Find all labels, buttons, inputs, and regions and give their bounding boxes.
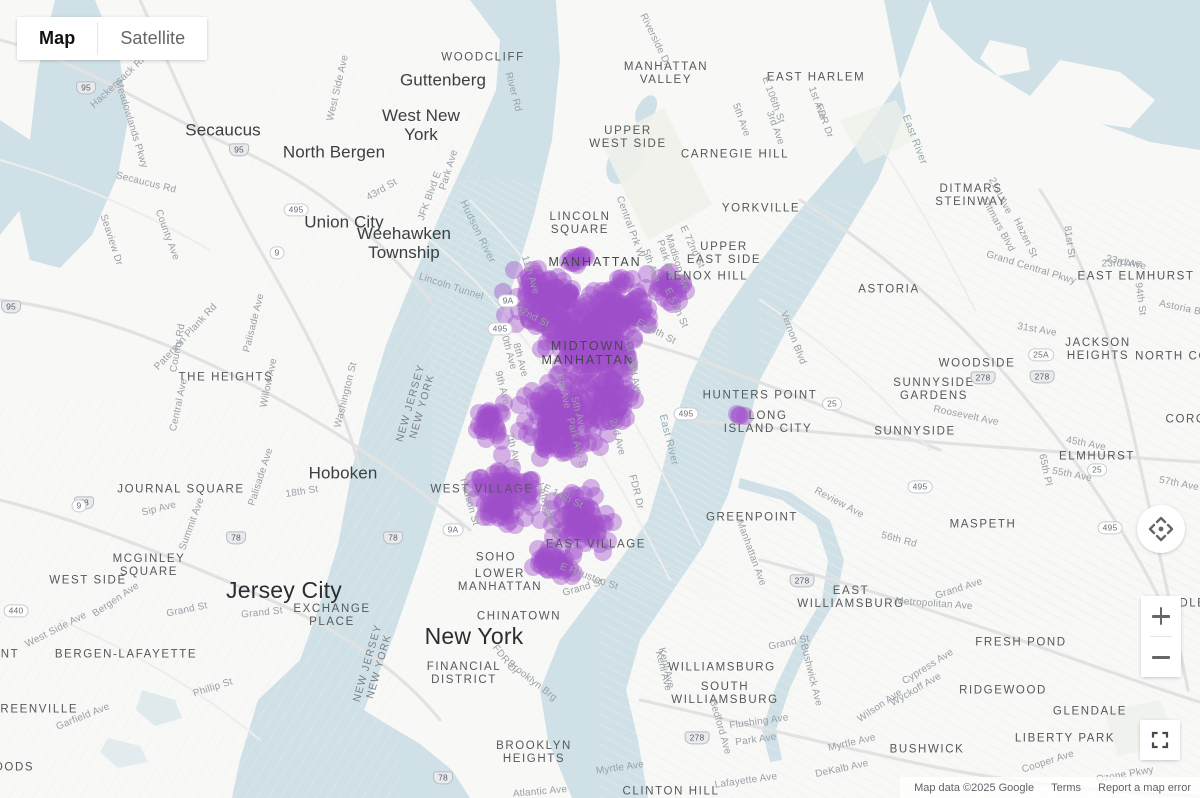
minus-icon bbox=[1152, 655, 1170, 659]
pan-control[interactable] bbox=[1137, 505, 1185, 553]
map-type-divider bbox=[97, 22, 99, 55]
pan-arrows-icon bbox=[1148, 516, 1174, 542]
zoom-divider bbox=[1150, 636, 1172, 637]
map-attribution-bar: Map data ©2025 Google Terms Report a map… bbox=[900, 777, 1200, 798]
report-map-error-link[interactable]: Report a map error bbox=[1098, 781, 1191, 794]
zoom-control[interactable] bbox=[1141, 596, 1181, 677]
map-type-satellite-button[interactable]: Satellite bbox=[98, 17, 208, 60]
plus-icon-vertical bbox=[1159, 607, 1163, 625]
map-type-control[interactable]: Map Satellite bbox=[17, 17, 208, 60]
zoom-out-button[interactable] bbox=[1141, 637, 1181, 677]
fullscreen-button[interactable] bbox=[1140, 720, 1180, 760]
map-type-map-button[interactable]: Map bbox=[17, 17, 98, 60]
map-data-attribution: Map data ©2025 Google bbox=[914, 781, 1035, 794]
zoom-in-button[interactable] bbox=[1141, 596, 1181, 636]
terms-link[interactable]: Terms bbox=[1051, 781, 1082, 794]
secondary-roads bbox=[0, 129, 976, 741]
fullscreen-icon bbox=[1151, 731, 1169, 749]
